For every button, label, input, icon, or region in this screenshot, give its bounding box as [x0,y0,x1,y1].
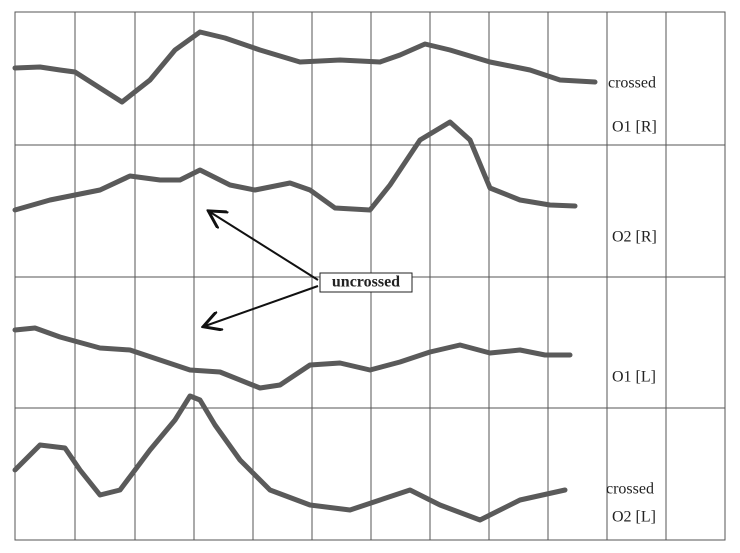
trace-label: O2 [R] [612,229,657,246]
arrow [210,212,319,281]
trace-label: O1 [L] [612,369,656,386]
waveform [12,29,598,105]
trace-label: O1 [R] [612,119,657,136]
frame [14,11,726,541]
annotation-box [319,272,413,293]
trace-note: crossed [608,75,656,92]
waveform [12,325,573,391]
trace-label: O2 [L] [612,509,656,526]
waveform [12,393,568,523]
annotation: uncrossed [332,274,400,291]
arrow [205,285,319,326]
waveform [12,119,578,213]
trace-note: crossed [606,481,654,498]
